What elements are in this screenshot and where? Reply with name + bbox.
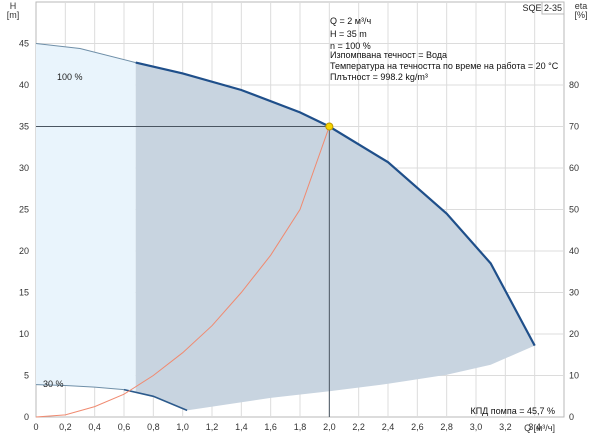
y-left-tick-label: 25 bbox=[19, 205, 29, 215]
x-tick-label: 1,0 bbox=[176, 422, 189, 432]
curve-label-100: 100 % bbox=[57, 72, 83, 82]
y-right-tick-label: 50 bbox=[569, 205, 579, 215]
y-right-tick-label: 80 bbox=[569, 80, 579, 90]
info-line-temperature: Температура на течността по време на раб… bbox=[330, 61, 559, 71]
y-left-tick-label: 35 bbox=[19, 122, 29, 132]
x-tick-label: 3,4 bbox=[528, 422, 541, 432]
y-right-tick-label: 40 bbox=[569, 246, 579, 256]
y-right-tick-label: 30 bbox=[569, 288, 579, 298]
y-left-tick-label: 15 bbox=[19, 288, 29, 298]
curve-label-30: 30 % bbox=[43, 379, 64, 389]
x-tick-label: 1,8 bbox=[294, 422, 307, 432]
model-badge: SQE 2-35 bbox=[522, 3, 562, 13]
y-left-title-1: H bbox=[10, 1, 17, 11]
curve-100-thin bbox=[35, 43, 136, 64]
info-line-head: H = 35 m bbox=[330, 29, 367, 39]
y-right-tick-label: 20 bbox=[569, 329, 579, 339]
y-left-tick-label: 30 bbox=[19, 163, 29, 173]
x-tick-label: 1,6 bbox=[264, 422, 277, 432]
eta-curve-line bbox=[35, 126, 330, 418]
curve-30-thin bbox=[35, 384, 125, 391]
tick-labels: 0 0,2 0,4 0,6 0,8 1,0 1,2 1,4 1,6 1,8 2,0 2,2 2,4 2,6… bbox=[19, 39, 579, 433]
info-line-liquid: Изпомпвана течност = Вода bbox=[330, 50, 447, 60]
info-line-flow: Q = 2 м³/ч bbox=[330, 16, 371, 26]
curve-30-line bbox=[123, 388, 188, 412]
y-right-tick-label: 10 bbox=[569, 371, 579, 381]
x-tick-label: 2,2 bbox=[352, 422, 365, 432]
x-tick-label: 0 bbox=[33, 422, 38, 432]
y-left-tick-label: 20 bbox=[19, 246, 29, 256]
info-line-speed: n = 100 % bbox=[330, 41, 371, 51]
x-tick-label: 0,8 bbox=[147, 422, 160, 432]
series-lines bbox=[35, 43, 536, 418]
x-tick-label: 2,0 bbox=[323, 422, 336, 432]
efficiency-label: КПД помпа = 45,7 % bbox=[470, 406, 555, 416]
y-right-tick-label: 60 bbox=[569, 163, 579, 173]
x-tick-label: 2,4 bbox=[382, 422, 395, 432]
x-tick-label: 3,0 bbox=[470, 422, 483, 432]
x-tick-label: 2,8 bbox=[440, 422, 453, 432]
model-badge-box bbox=[541, 1, 565, 15]
x-axis-title: Q [м³/ч] bbox=[524, 423, 555, 433]
y-right-title-1: eta bbox=[575, 1, 588, 11]
x-tick-label: 0,4 bbox=[88, 422, 101, 432]
duty-point-marker bbox=[325, 122, 334, 131]
operating-range-area bbox=[135, 62, 535, 411]
x-tick-label: 2,6 bbox=[411, 422, 424, 432]
x-tick-label: 0,6 bbox=[118, 422, 131, 432]
curve-areas bbox=[36, 43, 535, 411]
y-left-tick-label: 10 bbox=[19, 329, 29, 339]
y-left-tick-label: 0 bbox=[24, 412, 29, 422]
info-line-density: Плътност = 998.2 kg/m³ bbox=[330, 72, 428, 82]
y-right-tick-label: 0 bbox=[569, 412, 574, 422]
x-tick-label: 1,4 bbox=[235, 422, 248, 432]
y-left-tick-label: 45 bbox=[19, 39, 29, 49]
low-speed-area bbox=[36, 43, 136, 393]
y-left-tick-label: 5 bbox=[24, 371, 29, 381]
y-right-title-2: [%] bbox=[574, 10, 587, 20]
y-right-tick-label: 70 bbox=[569, 122, 579, 132]
x-tick-label: 3,2 bbox=[499, 422, 512, 432]
x-tick-label: 0,2 bbox=[59, 422, 72, 432]
y-left-tick-label: 40 bbox=[19, 80, 29, 90]
y-left-title-2: [m] bbox=[7, 10, 20, 20]
x-tick-label: 1,2 bbox=[206, 422, 219, 432]
